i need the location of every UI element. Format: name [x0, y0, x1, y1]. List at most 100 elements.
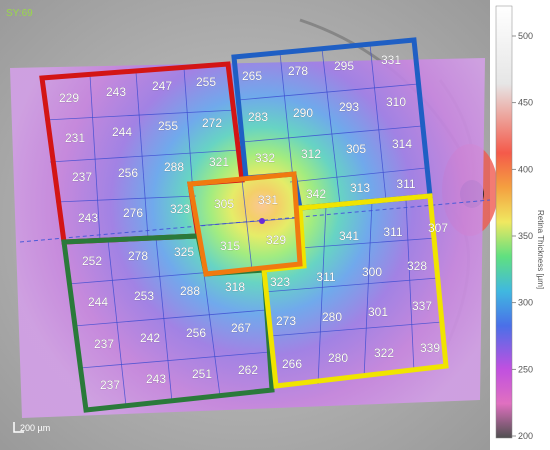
sector-value: 237 [72, 170, 92, 184]
colorbar-tick-label: 200 [518, 431, 533, 441]
grid-line [79, 351, 271, 369]
horizontal-axis-line [19, 199, 491, 243]
sector-value: 262 [238, 363, 258, 377]
grid-line [369, 43, 387, 201]
sector-value: 293 [339, 100, 359, 114]
colorbar-tick-label: 500 [518, 31, 533, 41]
sector-value: 315 [220, 239, 240, 253]
sector-value: 290 [293, 106, 313, 120]
sector-value: 337 [412, 299, 432, 313]
sector-value: 301 [368, 305, 388, 319]
sector-value: 265 [242, 69, 262, 83]
sector-value: 342 [306, 187, 326, 201]
quadrant-bottom-right: 341 311 307 323 311 300 328 273 280 301 337 266 280 3… [261, 193, 449, 389]
sector-value: 313 [350, 181, 370, 195]
sector-value: 310 [386, 95, 406, 109]
sector-value: 242 [140, 331, 160, 345]
sector-value: 325 [174, 245, 194, 259]
sector-value: 331 [381, 53, 401, 67]
grid-line [155, 237, 173, 403]
grid-line [269, 321, 443, 337]
grid-line [49, 149, 241, 163]
colorbar-tick-label: 250 [518, 364, 533, 374]
sector-value: 305 [346, 142, 366, 156]
sector-value: 314 [392, 137, 412, 151]
grid-line [135, 71, 149, 239]
sector-value: 244 [88, 295, 108, 309]
sector-value: 288 [164, 160, 184, 174]
grid-line [241, 179, 253, 271]
sector-value: 307 [428, 221, 448, 235]
grid-line [89, 74, 101, 241]
colorbar-tick-label: 350 [518, 231, 533, 241]
sector-value: 243 [106, 85, 126, 99]
sector-value: 341 [339, 229, 359, 243]
sector-value: 332 [255, 151, 275, 165]
sector-value: 312 [301, 147, 321, 161]
sector-value: 253 [134, 289, 154, 303]
colorbar-tick-label: 450 [518, 98, 533, 108]
grid-line [55, 195, 197, 203]
grid-line [73, 309, 267, 327]
sector-value: 255 [158, 119, 178, 133]
quadrant-bottom-right-border [261, 193, 449, 389]
sector-value: 273 [276, 314, 296, 328]
sector-value: 339 [420, 341, 440, 355]
sector-value: 331 [258, 193, 278, 207]
grid-line [237, 83, 419, 101]
sector-value: 328 [407, 259, 427, 273]
sector-value: 256 [186, 326, 206, 340]
grid-line [321, 48, 341, 205]
fovea-marker [259, 218, 265, 224]
quadrant-center-border [187, 171, 303, 277]
sector-value: 288 [180, 284, 200, 298]
sector-value: 229 [59, 91, 79, 105]
grid-line [405, 199, 415, 373]
scale-bar-label: 200 µm [20, 423, 50, 433]
sector-value: 244 [112, 125, 132, 139]
grid-line [363, 201, 373, 379]
sector-value: 311 [383, 225, 402, 239]
sector-value: 311 [316, 270, 335, 284]
scale-bar [13, 422, 24, 433]
quadrant-center: 305 331 315 329 [187, 171, 303, 277]
sector-value: 243 [146, 372, 166, 386]
sector-value: 267 [231, 321, 251, 335]
grid-line [241, 125, 423, 143]
sector-value: 231 [65, 131, 85, 145]
sector-value: 323 [270, 275, 290, 289]
colorbar-tick-label: 300 [518, 298, 533, 308]
grid-line [193, 217, 299, 227]
top-left-label: SY:69 [6, 8, 33, 19]
sector-value: 251 [192, 367, 212, 381]
sector-value: 243 [78, 211, 98, 225]
sector-value: 256 [118, 166, 138, 180]
sector-value: 323 [170, 202, 190, 216]
sector-value: 276 [123, 206, 143, 220]
colorbar-title: Retina Thickness [µm] [536, 210, 545, 289]
sector-value: 266 [282, 357, 302, 371]
grid-line [107, 239, 127, 407]
sector-value: 329 [266, 233, 286, 247]
sector-value: 283 [248, 110, 268, 124]
sector-value: 322 [374, 346, 394, 360]
sector-value: 278 [288, 64, 308, 78]
grid-line [203, 273, 221, 397]
sector-value: 237 [100, 378, 120, 392]
sector-value: 280 [328, 351, 348, 365]
sector-value: 305 [214, 197, 234, 211]
grid-line [289, 167, 427, 183]
sector-value: 300 [362, 265, 382, 279]
grid-line [317, 205, 327, 385]
grid-line [263, 277, 439, 293]
sector-value: 311 [396, 177, 415, 191]
sector-value: 255 [196, 75, 216, 89]
sector-value: 318 [225, 280, 245, 294]
sector-value: 280 [322, 310, 342, 324]
sector-value: 272 [202, 116, 222, 130]
sector-value: 295 [334, 59, 354, 73]
sector-value: 247 [152, 79, 172, 93]
sector-value: 252 [82, 254, 102, 268]
colorbar [495, 5, 513, 439]
